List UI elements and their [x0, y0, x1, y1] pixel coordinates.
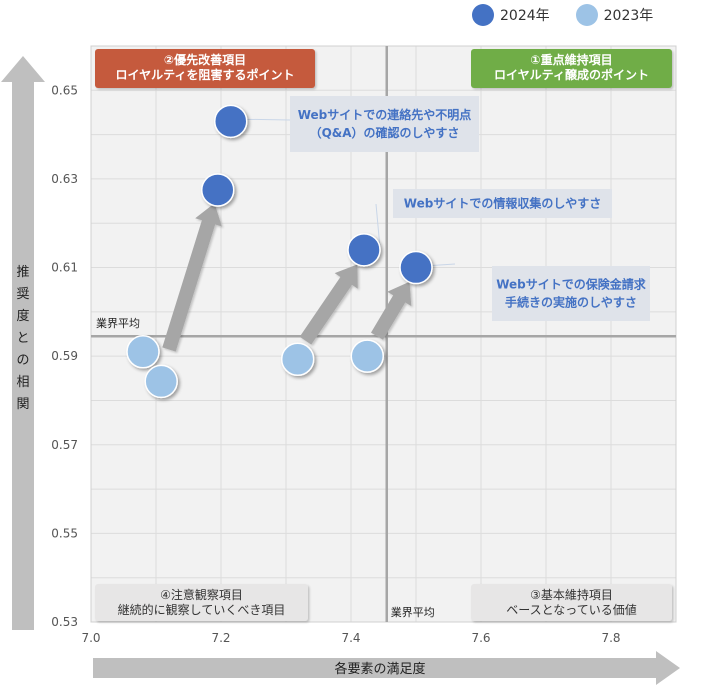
y-tick-label-6: 0.65 — [51, 83, 78, 97]
quadrant-label-text-q4-1: 継続的に観察していくべき項目 — [118, 602, 286, 617]
y-axis-label-char-4: の — [16, 353, 29, 368]
x-tick-label-1: 7.2 — [211, 631, 230, 645]
y-axis-label-char-1: 奨 — [16, 287, 29, 302]
trend-arrow-0 — [162, 203, 222, 352]
y-axis-label-char-3: と — [16, 331, 29, 346]
annotation-a1: Webサイトでの連絡先や不明点 （Q&A）の確認のしやすさ — [246, 96, 479, 152]
data-point-s0-3 — [399, 250, 433, 285]
data-point-s0-2 — [347, 233, 381, 267]
quadrant-label-box-q3 — [471, 584, 672, 621]
legend-swatch-2023 — [575, 4, 598, 26]
quadrant-label-text-q1-1: ロイヤルティ醸成のポイント — [494, 67, 649, 82]
y-axis-label-char-0: 推 — [16, 265, 29, 280]
annotation-text-a1-1: （Q&A）の確認のしやすさ — [310, 125, 460, 140]
y-tick-label-3: 0.59 — [51, 349, 78, 363]
legend-swatch-2024 — [472, 4, 494, 26]
y-tick-label-2: 0.57 — [51, 438, 78, 452]
trend-arrow-1 — [299, 264, 358, 345]
annotation-text-a2-0: Webサイトでの情報収集のしやすさ — [404, 196, 601, 211]
annotation-leader-a3 — [431, 263, 456, 267]
annotation-leader-a1 — [246, 118, 291, 121]
y-tick-label-0: 0.53 — [51, 615, 78, 629]
data-point-s1-1 — [144, 364, 178, 399]
reference-label-y: 業界平均 — [96, 317, 140, 330]
legend-item-2024[interactable]: 2024年 — [472, 4, 550, 26]
annotation-leader-a2 — [375, 203, 381, 248]
y-axis-label-char-6: 関 — [16, 397, 29, 412]
quadrant-label-text-q3-0: ③基本維持項目 — [530, 587, 613, 602]
annotation-text-a3-1: 手続きの実施のしやすさ — [505, 295, 637, 310]
x-tick-label-0: 7.0 — [81, 631, 100, 645]
x-tick-label-4: 7.8 — [601, 631, 620, 645]
x-tick-label-2: 7.4 — [341, 631, 360, 645]
annotation-a2: Webサイトでの情報収集のしやすさ — [375, 189, 612, 248]
trend-arrow-2 — [371, 281, 412, 340]
annotation-box-a3 — [492, 266, 650, 321]
y-tick-label-5: 0.63 — [51, 172, 78, 186]
x-axis-label: 各要素の満足度 — [334, 661, 425, 677]
y-axis-label-char-5: 相 — [16, 375, 29, 390]
quadrant-label-text-q1-0: ①重点維持項目 — [530, 52, 612, 67]
x-axis-arrow — [93, 651, 680, 685]
quadrant-label-text-q2-1: ロイヤルティを阻害するポイント — [116, 67, 295, 82]
data-point-s0-0 — [214, 104, 248, 139]
data-point-s1-2 — [280, 342, 315, 377]
quadrant-label-text-q3-1: ベースとなっている価値 — [506, 602, 636, 617]
x-tick-label-3: 7.6 — [471, 631, 490, 645]
reference-label-x: 業界平均 — [391, 606, 435, 619]
legend-label-2024: 2024年 — [500, 8, 550, 24]
legend-item-2023[interactable]: 2023年 — [575, 4, 654, 26]
annotation-box-a1 — [290, 96, 479, 152]
annotation-text-a3-0: Webサイトでの保険金請求 — [496, 277, 647, 292]
plot-border — [90, 45, 677, 623]
annotation-box-a2 — [393, 189, 612, 218]
legend: 2024年 2023年 — [472, 4, 653, 26]
quadrant-label-box-q2 — [95, 49, 315, 88]
data-point-s1-0 — [126, 334, 160, 369]
quadrant-label-box-q4 — [95, 584, 308, 621]
y-tick-label-1: 0.55 — [51, 526, 78, 540]
data-point-s1-3 — [350, 339, 384, 373]
data-point-s0-1 — [201, 173, 235, 207]
quadrant-label-text-q2-0: ②優先改善項目 — [164, 52, 246, 67]
quadrant-label-box-q1 — [471, 49, 672, 88]
y-tick-label-4: 0.61 — [51, 261, 78, 275]
legend-label-2023: 2023年 — [603, 8, 654, 24]
annotation-text-a1-0: Webサイトでの連絡先や不明点 — [298, 107, 472, 122]
quadrant-label-text-q4-0: ④注意観察項目 — [160, 587, 243, 602]
y-axis-label-char-2: 度 — [16, 308, 29, 324]
y-axis-arrow — [1, 56, 45, 630]
